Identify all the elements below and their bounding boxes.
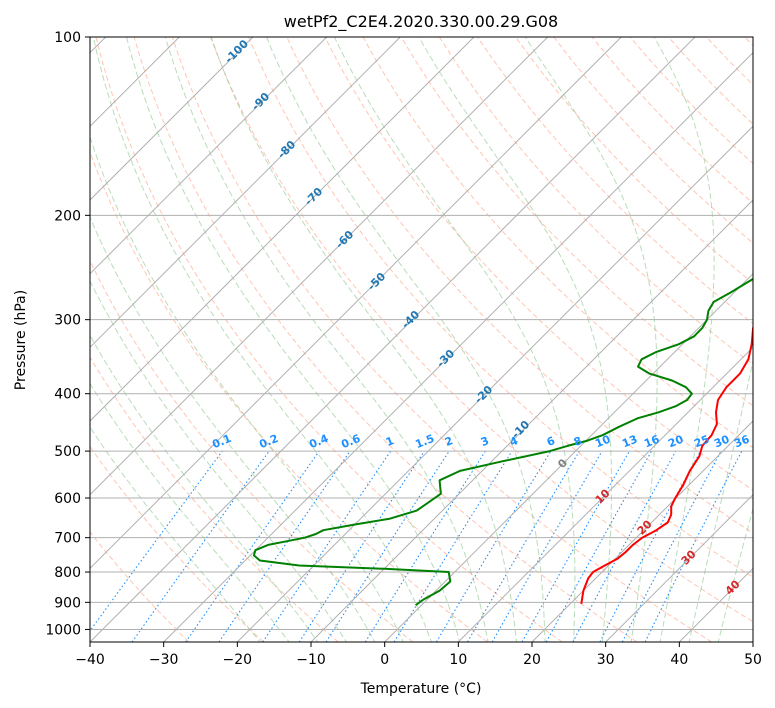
mixing-ratio-label: 36 xyxy=(732,433,751,451)
y-axis-ticks: 100 200 300 400 500 600 700 800 900 1000 xyxy=(45,30,90,638)
mixing-ratio-label: 16 xyxy=(642,433,661,451)
x-tick-label: 10 xyxy=(449,652,467,668)
mixing-ratio-line xyxy=(435,450,552,642)
mixing-ratio-line xyxy=(90,450,223,632)
isotherm-line xyxy=(457,346,753,642)
x-tick-label: 40 xyxy=(670,652,688,668)
isotherm-line xyxy=(605,493,753,642)
dry-adiabat-line xyxy=(324,37,753,491)
mixing-ratio-line xyxy=(325,450,450,642)
mixing-ratio-line xyxy=(572,450,677,642)
plot-area xyxy=(90,37,753,642)
dry-adiabat-line xyxy=(90,150,488,642)
mixing-ratio-label: 3 xyxy=(479,434,491,449)
dry-adiabat-line xyxy=(210,37,753,623)
x-tick-label: −40 xyxy=(75,652,105,668)
x-tick-label: −20 xyxy=(223,652,253,668)
moist-adiabat-line xyxy=(90,426,261,642)
dry-adiabat-line xyxy=(553,37,753,244)
mixing-ratio-label: 8 xyxy=(572,434,584,449)
mixing-ratio-line xyxy=(467,450,580,642)
y-tick-label: 900 xyxy=(54,595,81,611)
isotherm-line xyxy=(90,37,549,496)
y-tick-label: 1000 xyxy=(45,622,81,638)
dry-adiabat-line xyxy=(133,37,638,642)
y-tick-label: 100 xyxy=(54,30,81,46)
isotherm-line xyxy=(90,37,475,422)
dry-adiabat-line xyxy=(248,37,753,578)
profile-lines xyxy=(252,277,753,607)
y-tick-label: 500 xyxy=(54,444,81,460)
moist-adiabat-line xyxy=(524,37,658,642)
mixing-ratio-line xyxy=(364,450,486,642)
isotherm-line xyxy=(90,37,254,201)
mixing-ratio-label: 10 xyxy=(593,433,612,451)
dry-adiabat-line xyxy=(438,37,753,366)
mixing-ratio-label: 30 xyxy=(712,433,731,451)
mixing-ratio-label: 13 xyxy=(620,433,639,451)
moist-adiabat-line xyxy=(717,506,753,642)
mixing-ratio-line xyxy=(131,450,270,642)
x-tick-label: 20 xyxy=(523,652,541,668)
chart-title: wetPf2_C2E4.2020.330.00.29.G08 xyxy=(284,12,558,32)
isotherm-line xyxy=(310,199,753,642)
mixing-ratio-line xyxy=(218,450,351,642)
y-tick-label: 200 xyxy=(54,208,81,224)
isotherm-line xyxy=(531,420,753,642)
dry-adiabat-line xyxy=(90,356,339,642)
dry-adiabat-line xyxy=(171,37,712,642)
isotherm-line xyxy=(90,37,328,275)
isotherm-line xyxy=(90,37,401,349)
mixing-ratio-label: 2 xyxy=(443,434,455,449)
isotherm-line xyxy=(90,37,696,642)
dry-adiabat-line xyxy=(95,37,563,642)
isotherm-line xyxy=(163,51,753,642)
dry-adiabat-line xyxy=(286,37,753,534)
dry-adiabat-line xyxy=(591,37,753,204)
moist-adiabat-line xyxy=(653,37,715,642)
moist-adiabat-line xyxy=(164,37,489,642)
dry-adiabat-line xyxy=(90,531,190,642)
dewpoint-profile-line xyxy=(252,277,753,607)
y-tick-label: 700 xyxy=(54,531,81,547)
moist-adiabat-line xyxy=(90,382,290,642)
y-tick-label: 400 xyxy=(54,387,81,403)
moist-adiabat-line xyxy=(688,358,753,642)
dry-adiabat-line xyxy=(90,259,414,642)
x-axis-ticks: −40 −30 −20 −10 0 10 20 30 40 50 xyxy=(75,642,762,668)
x-tick-label: 0 xyxy=(380,652,389,668)
moist-adiabat-line xyxy=(418,37,613,642)
y-axis-label: Pressure (hPa) xyxy=(13,290,29,390)
mixing-ratio-line xyxy=(521,450,630,642)
isotherm-line xyxy=(90,37,622,570)
mixing-ratio-line xyxy=(393,450,513,642)
isotherm-line xyxy=(752,641,753,642)
y-tick-label: 800 xyxy=(54,565,81,581)
mixing-ratio-label: 25 xyxy=(692,433,711,451)
temperature-profile-line xyxy=(580,324,753,604)
mixing-ratio-line xyxy=(185,450,320,642)
background-lines xyxy=(90,37,753,642)
moist-adiabat-line xyxy=(90,135,404,642)
mixing-ratio-label: 1 xyxy=(384,434,396,449)
moist-adiabat-line xyxy=(92,37,432,642)
x-tick-label: −30 xyxy=(149,652,179,668)
x-axis-label: Temperature (°C) xyxy=(360,681,482,697)
moist-adiabat-line xyxy=(90,279,347,642)
plot-frame xyxy=(89,36,754,643)
mixing-ratio-label: 20 xyxy=(666,433,685,451)
isotherm-line xyxy=(236,125,753,642)
dry-adiabat-line xyxy=(477,37,753,325)
x-tick-label: −10 xyxy=(296,652,326,668)
x-tick-label: 30 xyxy=(597,652,615,668)
dry-adiabat-line xyxy=(400,37,753,407)
y-tick-label: 600 xyxy=(54,491,81,507)
moist-adiabat-line xyxy=(266,37,546,642)
y-tick-label: 300 xyxy=(54,313,81,329)
mixing-ratio-line xyxy=(491,450,603,642)
x-tick-label: 50 xyxy=(744,652,762,668)
